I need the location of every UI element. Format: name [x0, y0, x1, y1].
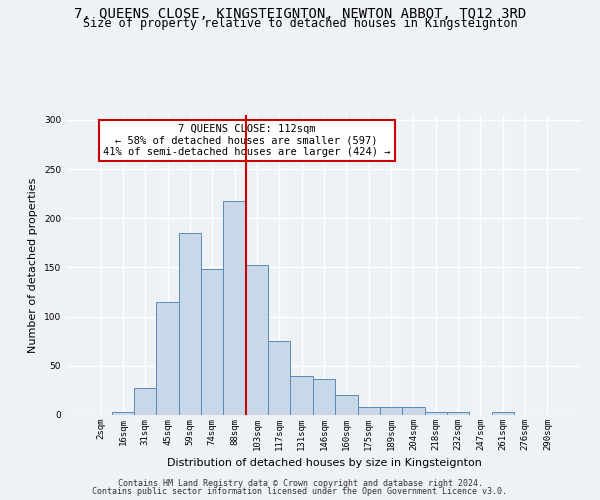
Bar	[290, 376, 313, 415]
Bar	[201, 270, 223, 415]
Y-axis label: Number of detached properties: Number of detached properties	[28, 178, 38, 352]
Bar	[425, 412, 447, 415]
Text: 7 QUEENS CLOSE: 112sqm
← 58% of detached houses are smaller (597)
41% of semi-de: 7 QUEENS CLOSE: 112sqm ← 58% of detached…	[103, 124, 391, 157]
Bar	[179, 233, 201, 415]
Bar	[447, 412, 469, 415]
Bar	[268, 341, 290, 415]
Bar	[358, 407, 380, 415]
Bar	[402, 407, 425, 415]
Bar	[380, 407, 402, 415]
Bar	[313, 378, 335, 415]
Bar	[223, 200, 246, 415]
Bar	[157, 302, 179, 415]
Bar	[491, 412, 514, 415]
Bar	[134, 388, 157, 415]
Text: Contains public sector information licensed under the Open Government Licence v3: Contains public sector information licen…	[92, 487, 508, 496]
Bar	[335, 396, 358, 415]
X-axis label: Distribution of detached houses by size in Kingsteignton: Distribution of detached houses by size …	[167, 458, 481, 468]
Text: 7, QUEENS CLOSE, KINGSTEIGNTON, NEWTON ABBOT, TQ12 3RD: 7, QUEENS CLOSE, KINGSTEIGNTON, NEWTON A…	[74, 8, 526, 22]
Bar	[246, 264, 268, 415]
Text: Contains HM Land Registry data © Crown copyright and database right 2024.: Contains HM Land Registry data © Crown c…	[118, 478, 482, 488]
Bar	[112, 412, 134, 415]
Text: Size of property relative to detached houses in Kingsteignton: Size of property relative to detached ho…	[83, 18, 517, 30]
